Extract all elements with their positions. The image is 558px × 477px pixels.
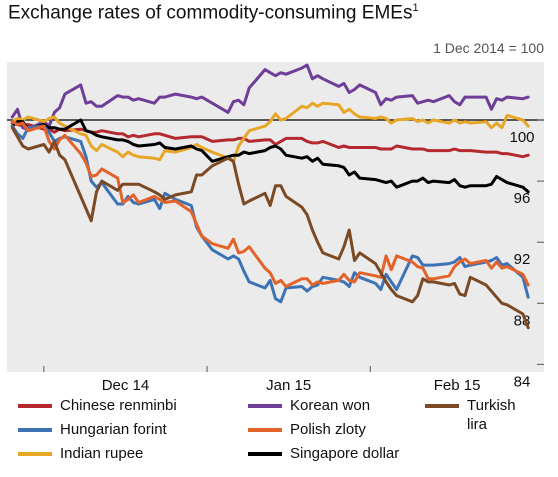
plot-frame bbox=[7, 62, 544, 372]
legend-swatch bbox=[18, 452, 52, 456]
legend-label: Korean won bbox=[290, 397, 371, 414]
legend-label: Indian rupee bbox=[60, 445, 144, 462]
legend-swatch bbox=[248, 452, 282, 456]
plot-background bbox=[7, 62, 544, 372]
series-line-turkish-lira bbox=[10, 126, 530, 330]
legend-label: Hungarian forint bbox=[60, 421, 167, 438]
y-tick-label: 84 bbox=[514, 373, 531, 390]
legend-swatch bbox=[248, 428, 282, 432]
legend-label: Chinese renminbi bbox=[60, 397, 177, 414]
legend-item: Chinese renminbi bbox=[18, 396, 177, 415]
legend-item: Polish zloty bbox=[248, 420, 366, 439]
x-axis: Dec 14 Jan 15 Feb 15 bbox=[43, 366, 481, 394]
series-line-singapore-dollar bbox=[10, 118, 530, 194]
y-tick-label: 92 bbox=[514, 251, 531, 268]
x-tick-label: Feb 15 bbox=[434, 377, 481, 394]
series-line-korean-won bbox=[10, 63, 530, 131]
legend-item: Hungarian forint bbox=[18, 420, 167, 439]
legend-item: Singapore dollar bbox=[248, 444, 399, 463]
y-tick-label: 100 bbox=[509, 129, 534, 146]
legend-item: Turkish lira bbox=[425, 396, 516, 434]
series-line-hungarian-forint bbox=[10, 124, 530, 304]
x-tick-label: Dec 14 bbox=[102, 377, 150, 394]
chart-title: Exchange rates of commodity-consuming EM… bbox=[8, 2, 419, 24]
legend-swatch bbox=[18, 404, 52, 408]
legend-item: Indian rupee bbox=[18, 444, 143, 463]
chart-legend: Chinese renminbi Korean won Turkish lira Hu… bbox=[18, 396, 548, 472]
chart-subtitle: 1 Dec 2014 = 100 bbox=[433, 40, 544, 56]
x-tick-label: Jan 15 bbox=[266, 377, 311, 394]
legend-item: Korean won bbox=[248, 396, 370, 415]
series-line-indian-rupee bbox=[10, 101, 530, 163]
series-line-polish-zloty bbox=[10, 120, 530, 288]
legend-swatch bbox=[248, 404, 282, 408]
series-lines bbox=[10, 63, 530, 330]
legend-swatch bbox=[425, 404, 459, 408]
title-footnote: 1 bbox=[412, 2, 419, 14]
legend-swatch bbox=[18, 428, 52, 432]
y-tick-label: 96 bbox=[514, 190, 531, 207]
legend-label: Singapore dollar bbox=[290, 445, 400, 462]
legend-label: Polish zloty bbox=[290, 421, 366, 438]
legend-label: Turkish lira bbox=[467, 397, 516, 433]
